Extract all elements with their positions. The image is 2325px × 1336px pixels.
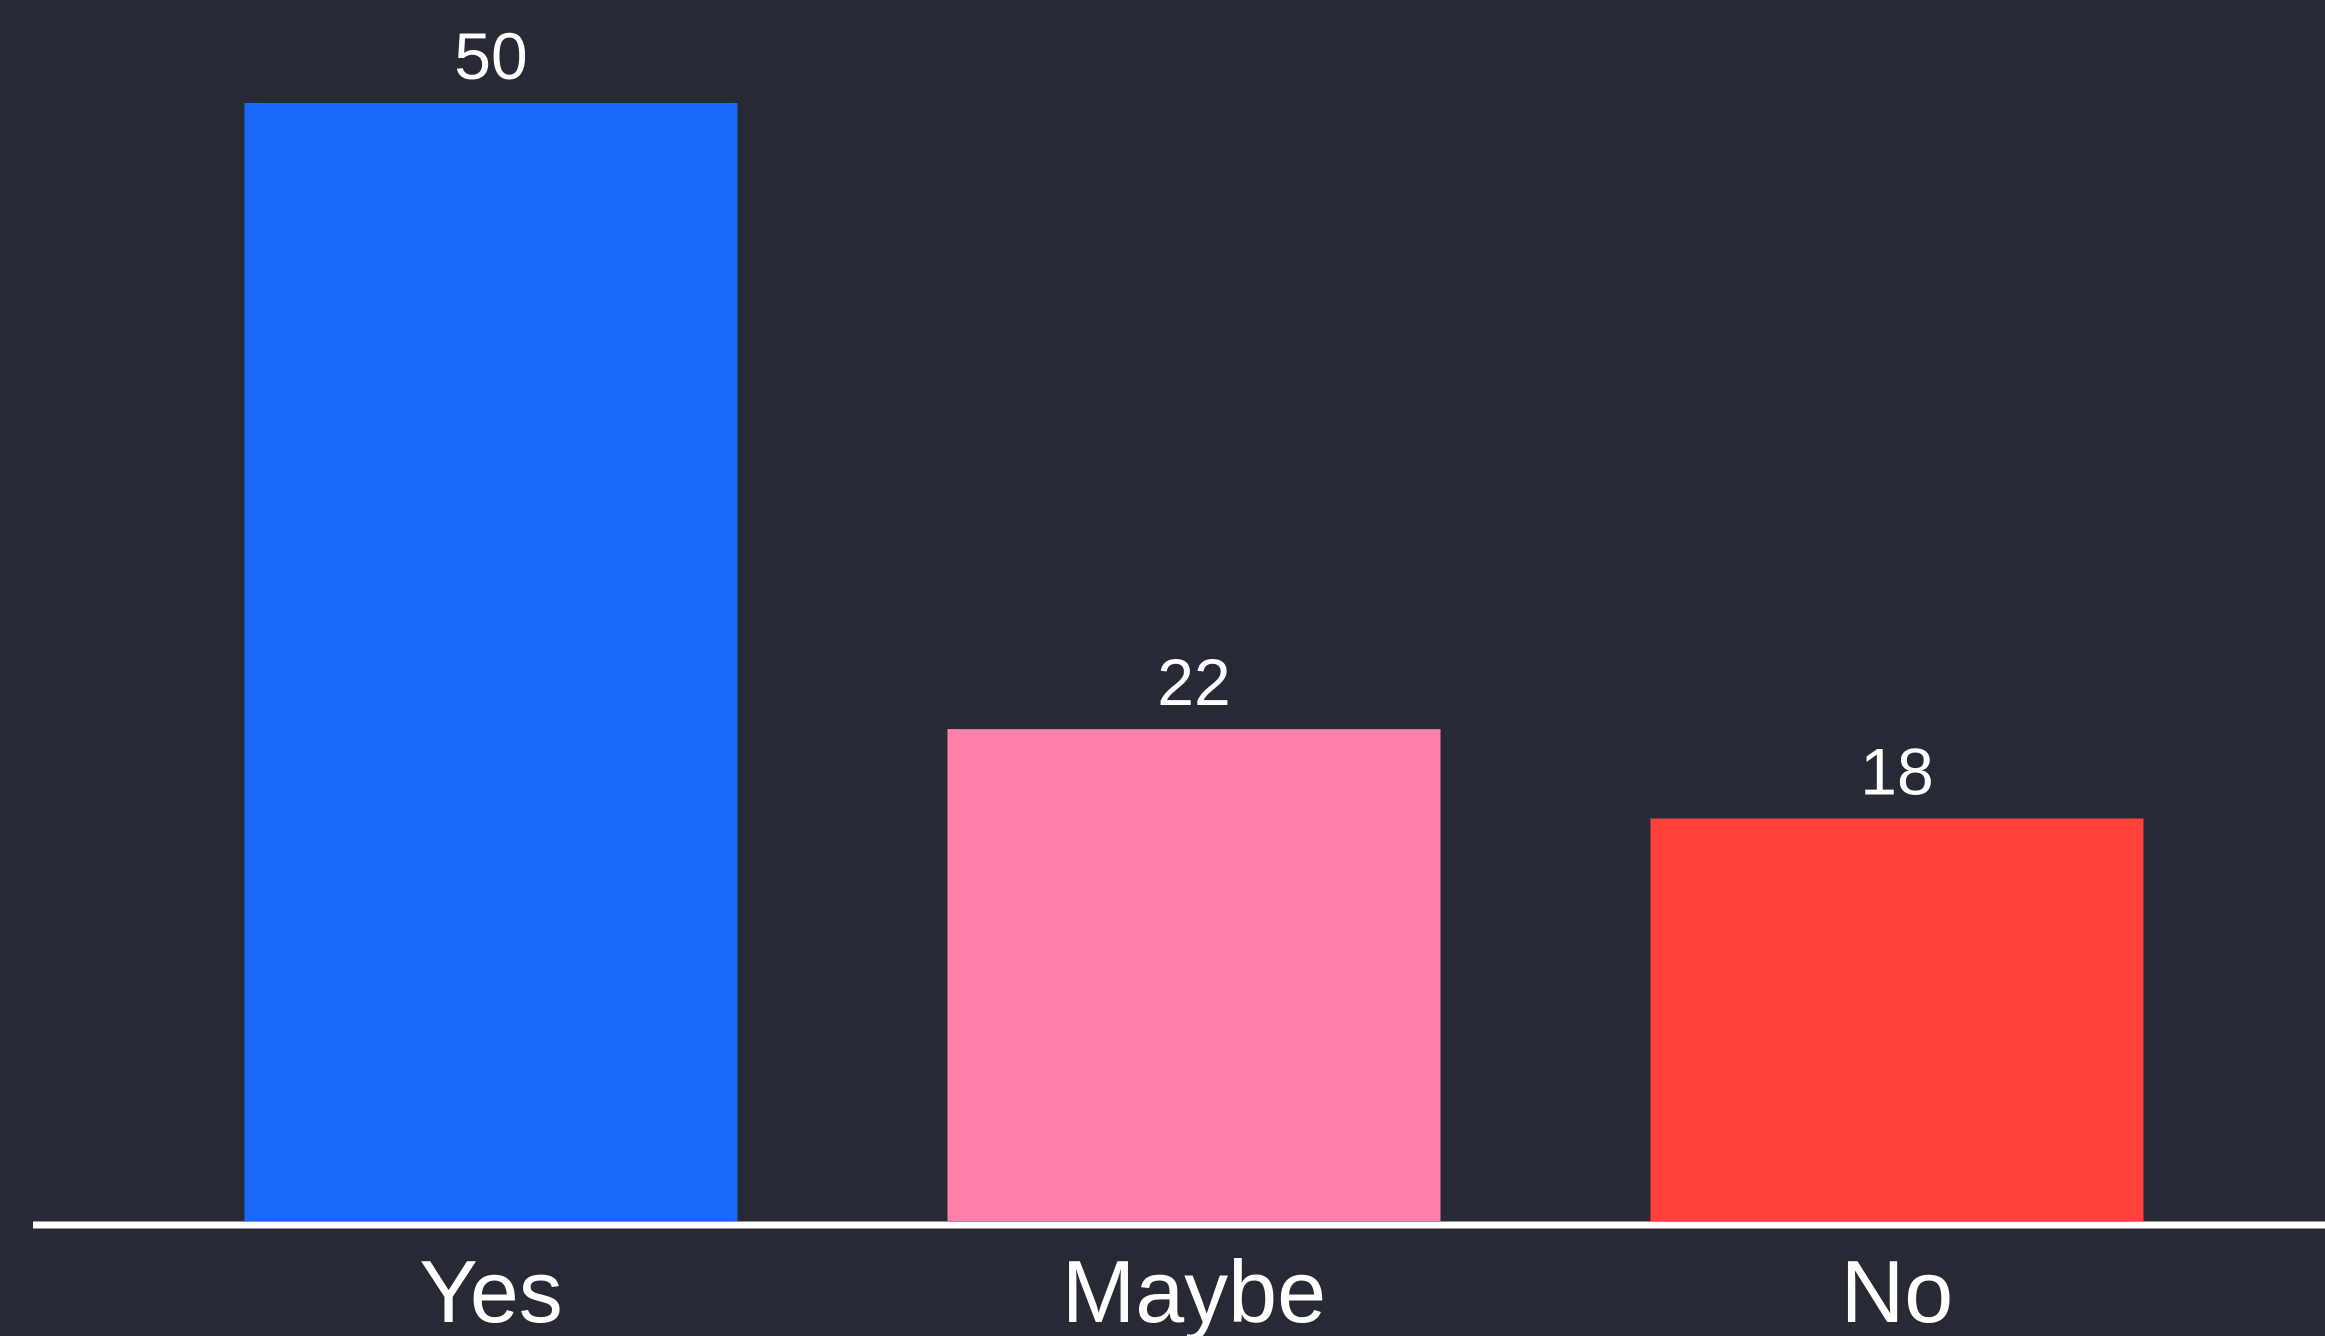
bar-no (1650, 818, 2144, 1221)
x-tick-label-no: No (1841, 1242, 1954, 1336)
bar-yes (244, 103, 738, 1221)
value-labels-group: 50 22 18 (454, 19, 1933, 809)
x-tick-label-maybe: Maybe (1062, 1242, 1326, 1336)
value-label-yes: 50 (454, 19, 527, 93)
bar-maybe (947, 729, 1441, 1221)
x-tick-label-yes: Yes (419, 1242, 563, 1336)
bars-group (244, 103, 2144, 1221)
value-label-maybe: 22 (1157, 645, 1230, 719)
category-labels-group: Yes Maybe No (419, 1242, 1953, 1336)
value-label-no: 18 (1860, 735, 1933, 809)
